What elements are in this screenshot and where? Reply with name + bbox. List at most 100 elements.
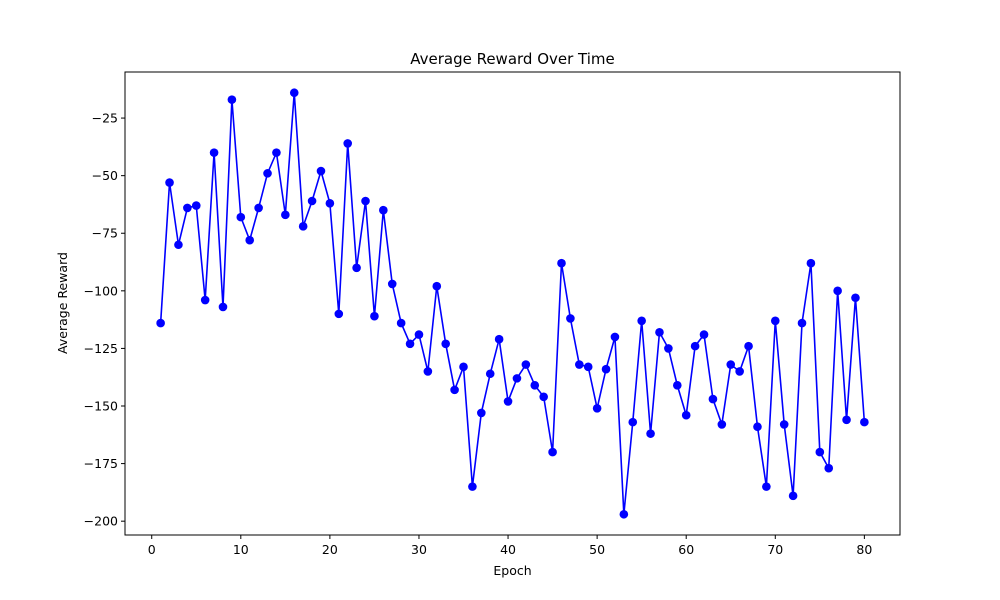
y-tick-label: −200	[84, 514, 118, 529]
data-point	[539, 392, 548, 402]
y-tick-label: −125	[84, 341, 118, 356]
data-point	[744, 341, 753, 351]
y-tick-label: −175	[84, 456, 118, 471]
data-point	[432, 281, 442, 291]
data-point	[379, 205, 388, 215]
data-point	[699, 330, 709, 339]
data-point	[842, 415, 851, 425]
x-tick-label: 10	[233, 542, 249, 557]
data-point	[423, 367, 433, 376]
data-point	[824, 463, 834, 473]
data-point	[450, 385, 459, 395]
data-point	[254, 203, 263, 213]
data-point	[334, 309, 344, 319]
data-point	[592, 404, 602, 413]
data-point	[307, 196, 317, 206]
data-point	[512, 374, 522, 383]
data-point	[263, 169, 272, 178]
x-tick-label: 80	[856, 542, 872, 557]
data-point	[797, 318, 807, 328]
data-point	[298, 222, 308, 231]
x-tick-label: 60	[678, 542, 694, 557]
data-point	[236, 212, 246, 222]
data-point	[815, 447, 825, 457]
data-point	[227, 95, 237, 104]
x-tick-label: 20	[322, 542, 338, 557]
series-line	[159, 92, 866, 515]
x-tick-label: 70	[767, 542, 783, 557]
data-point	[762, 482, 771, 491]
y-tick-label: −50	[92, 168, 118, 183]
x-tick-label: 40	[500, 542, 516, 557]
data-point	[735, 367, 744, 376]
data-point	[343, 139, 353, 148]
data-point	[681, 410, 691, 420]
x-tick-label: 50	[589, 542, 605, 557]
plot-area: 0 10 20 30 40 50 60 70 80 −200 −175 −150 −125 −100 −75…	[84, 71, 901, 557]
data-point	[156, 318, 165, 328]
data-point	[833, 286, 842, 296]
data-point	[628, 417, 638, 427]
data-point	[646, 429, 655, 438]
data-point	[583, 362, 593, 372]
data-point	[575, 360, 584, 369]
data-point	[387, 279, 397, 289]
data-point	[619, 509, 629, 519]
data-point	[717, 420, 727, 429]
data-point	[530, 380, 540, 390]
data-point	[779, 420, 789, 429]
data-point	[414, 330, 424, 339]
data-point	[396, 318, 406, 328]
data-point	[209, 148, 219, 157]
data-point	[860, 417, 869, 427]
data-point	[477, 408, 486, 418]
data-point	[601, 364, 611, 374]
data-point	[325, 198, 335, 208]
data-point	[548, 447, 557, 457]
data-point	[503, 397, 513, 406]
data-point	[441, 339, 450, 349]
data-point	[200, 295, 210, 305]
data-point	[405, 339, 415, 349]
data-point	[289, 88, 299, 98]
data-point	[218, 302, 228, 312]
data-point	[281, 210, 290, 220]
data-point	[352, 263, 361, 273]
data-point	[165, 178, 174, 187]
data-point	[708, 394, 718, 404]
data-point	[183, 203, 192, 213]
data-point	[770, 316, 780, 326]
data-point	[361, 196, 370, 206]
data-point	[566, 314, 575, 323]
x-axis-label: Epoch	[493, 563, 531, 578]
data-point	[272, 148, 281, 157]
chart-title: Average Reward Over Time	[410, 50, 615, 68]
data-point	[316, 166, 326, 176]
data-point	[521, 360, 531, 369]
data-point	[459, 362, 468, 372]
data-point	[664, 344, 673, 353]
axes-frame	[124, 71, 901, 536]
data-point	[557, 258, 566, 268]
data-point	[672, 380, 682, 390]
data-point	[655, 327, 664, 337]
data-point	[245, 235, 255, 245]
data-point	[851, 293, 860, 303]
data-point	[485, 369, 495, 379]
data-point	[174, 240, 183, 250]
y-axis-label: Average Reward	[55, 252, 70, 354]
data-point	[191, 201, 201, 210]
data-point	[370, 311, 379, 321]
y-tick-label: −100	[84, 283, 118, 298]
data-point	[806, 258, 816, 268]
data-point	[726, 360, 736, 369]
y-tick-label: −25	[92, 111, 118, 126]
data-point	[610, 332, 620, 342]
data-point	[637, 316, 646, 326]
x-tick-label: 30	[411, 542, 427, 557]
data-point	[788, 491, 798, 501]
x-tick-label: 0	[148, 542, 156, 557]
data-point	[753, 422, 762, 432]
data-point	[690, 341, 700, 351]
